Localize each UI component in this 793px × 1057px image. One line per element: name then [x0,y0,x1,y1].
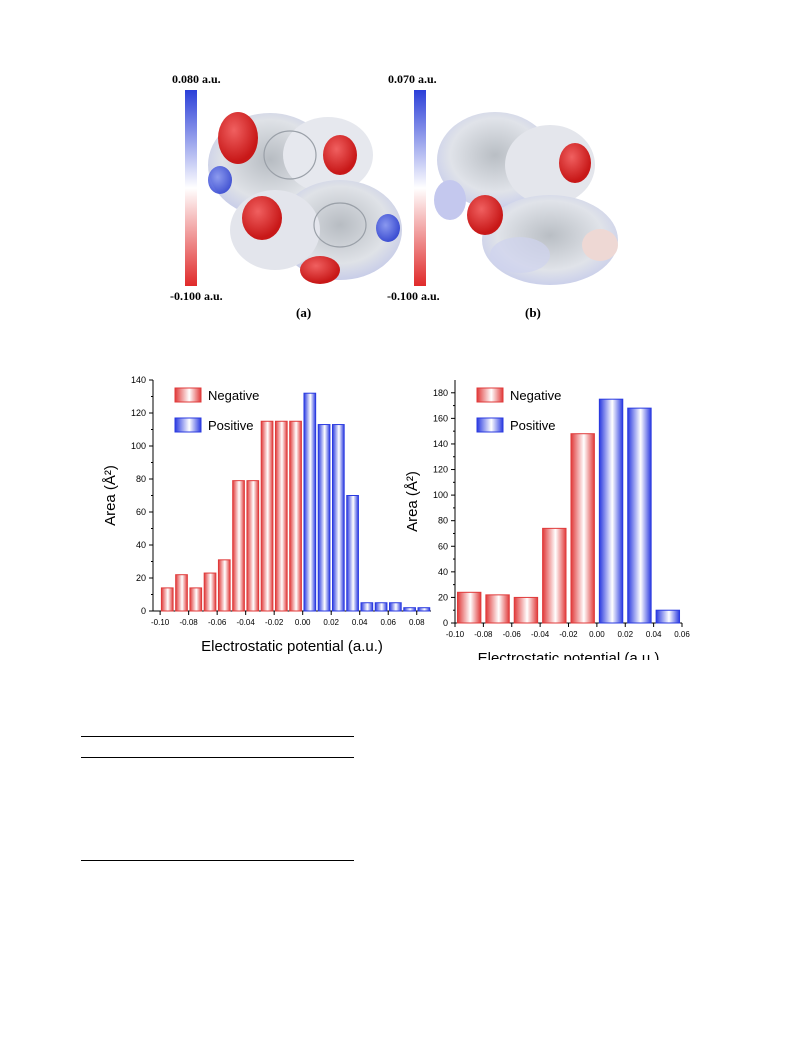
positive-bar [389,602,402,612]
y-tick-label: 60 [136,507,146,517]
x-tick-label: -0.02 [559,630,578,639]
positive-bar [655,609,681,624]
panel-a-scale-min: -0.100 a.u. [170,289,223,303]
negative-bar [160,587,174,612]
negative-bar [246,480,260,612]
x-tick-label: -0.10 [151,618,170,627]
positive-bar [360,602,374,612]
x-tick-label: -0.06 [503,630,522,639]
y-tick-label: 100 [131,441,146,451]
x-tick-label: -0.06 [208,618,227,627]
legend-label: Negative [208,388,259,403]
y-tick-label: 80 [438,516,448,526]
legend-label: Positive [510,418,556,433]
legend-swatch [476,417,504,433]
y-axis-title: Area (Å²) [102,465,119,526]
y-tick-label: 120 [433,465,448,475]
x-tick-label: -0.04 [531,630,550,639]
y-tick-label: 80 [136,474,146,484]
legend-swatch [174,387,202,403]
panel-a-scale-max: 0.080 a.u. [172,72,221,86]
negative-bar [513,596,539,624]
x-tick-label: -0.02 [265,618,284,627]
table-bottom-rule [81,860,354,861]
y-tick-label: 120 [131,408,146,418]
negative-bar [203,572,217,612]
positive-bar [346,495,359,612]
y-tick-label: 40 [136,540,146,550]
x-tick-label: -0.04 [237,618,256,627]
positive-bar [374,602,388,612]
x-tick-label: -0.08 [180,618,199,627]
panel-b-scale-max: 0.070 a.u. [388,72,437,86]
y-tick-label: 60 [438,541,448,551]
y-axis-title: Area (Å²) [404,471,421,532]
y-tick-label: 180 [433,388,448,398]
negative-bar [260,420,274,612]
negative-bar [232,480,245,612]
legend-swatch [476,387,504,403]
table-top-rule [81,736,354,737]
panel-a-molecule-surface [208,112,402,284]
negative-bar [175,574,188,612]
negative-bar [189,587,203,612]
x-tick-label: 0.06 [380,618,396,627]
x-tick-label: -0.08 [474,630,493,639]
x-tick-label: 0.00 [589,630,605,639]
negative-bar [274,420,288,612]
x-tick-label: 0.02 [617,630,633,639]
y-tick-label: 40 [438,567,448,577]
y-tick-label: 0 [443,618,448,628]
y-tick-label: 20 [136,573,146,583]
y-tick-label: 20 [438,592,448,602]
legend-label: Positive [208,418,254,433]
y-tick-label: 140 [433,439,448,449]
panel-b-molecule-surface [434,112,618,285]
panel-a-label: (a) [296,305,312,320]
negative-bar [570,433,595,624]
positive-bar [403,607,416,612]
x-tick-label: 0.04 [646,630,662,639]
positive-bar [303,392,317,612]
negative-bar [542,527,567,624]
y-tick-label: 140 [131,375,146,385]
x-tick-label: 0.04 [352,618,368,627]
legend-swatch [174,417,202,433]
x-axis-title: Electrostatic potential (a.u.) [201,638,383,655]
y-tick-label: 100 [433,490,448,500]
panel-b-label: (b) [525,305,541,320]
y-tick-label: 160 [433,413,448,423]
x-axis-title: Electrostatic potential (a.u.) [478,650,660,660]
table-header-rule [81,757,354,758]
panel-b-color-scale [414,90,426,286]
panel-a-color-scale [185,90,197,286]
negative-bar [485,594,510,624]
positive-bar [627,407,652,624]
positive-bar [417,607,431,612]
y-tick-label: 0 [141,606,146,616]
positive-bar [317,424,331,612]
x-tick-label: -0.10 [446,630,465,639]
x-tick-label: 0.00 [295,618,311,627]
negative-bar [217,559,231,612]
panel-b-scale-min: -0.100 a.u. [387,289,440,303]
x-tick-label: 0.06 [674,630,690,639]
negative-bar [289,420,302,612]
x-tick-label: 0.08 [409,618,425,627]
legend-label: Negative [510,388,561,403]
positive-bar [331,424,345,612]
positive-bar [598,398,624,624]
negative-bar [456,591,482,624]
x-tick-label: 0.02 [323,618,339,627]
histogram-a: 0 20 40 60 80 100 120 140 -0.10 -0.08 -0.06 -0.04 -0… [102,375,431,655]
